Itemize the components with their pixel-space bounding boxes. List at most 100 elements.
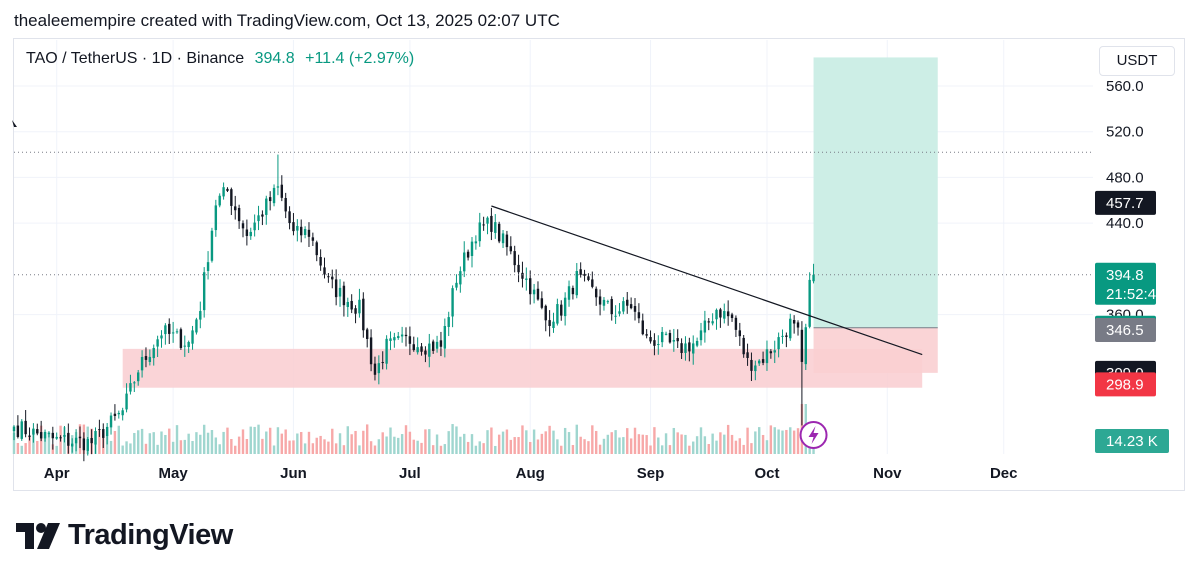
- candle-body: [424, 350, 427, 355]
- candle-body: [164, 325, 167, 335]
- volume-bar: [560, 445, 563, 454]
- candle-body: [331, 276, 334, 280]
- candle-body: [365, 329, 369, 340]
- volume-bar: [385, 436, 388, 454]
- volume-bar: [315, 437, 318, 454]
- candle-body: [71, 443, 74, 447]
- candle-body: [74, 437, 78, 444]
- candle-body: [28, 435, 31, 437]
- candle-body: [703, 320, 707, 333]
- candle-body: [319, 256, 322, 266]
- candle-body: [587, 276, 590, 280]
- candle-body: [699, 330, 703, 341]
- volume-bar: [672, 427, 676, 454]
- volume-bar: [280, 433, 284, 454]
- long-position-target-zone: [813, 57, 938, 328]
- price-tag-label: 298.9: [1106, 376, 1144, 393]
- volume-bar: [602, 438, 606, 454]
- volume-bar: [237, 436, 241, 454]
- candle-body: [148, 356, 152, 363]
- candle-body: [521, 272, 524, 279]
- candle-body: [478, 222, 481, 242]
- candle-body: [730, 314, 734, 319]
- candle-body: [800, 329, 804, 362]
- price-tick-label: 520.0: [1106, 124, 1144, 141]
- volume-bar: [463, 433, 466, 454]
- volume-bar: [754, 431, 757, 454]
- candle-body: [765, 349, 769, 364]
- volume-bar: [300, 432, 303, 454]
- price-tag-label: 346.5: [1106, 322, 1144, 339]
- candle-body: [579, 269, 582, 275]
- chart-legend: TAO / TetherUS · 1D · Binance 394.8 +11.…: [26, 50, 414, 68]
- candle-body: [125, 393, 128, 410]
- volume-bar: [715, 440, 718, 454]
- volume-bar: [660, 445, 664, 454]
- candle-body: [540, 298, 544, 308]
- volume-bar: [548, 425, 551, 454]
- candle-body: [265, 198, 268, 215]
- candle-body: [431, 341, 435, 351]
- volume-bar: [777, 429, 780, 454]
- candle-body: [354, 308, 357, 314]
- volume-bar: [424, 429, 427, 454]
- volume-bar: [789, 427, 792, 454]
- volume-bar: [408, 431, 412, 454]
- candle-body: [754, 365, 757, 372]
- volume-bar: [152, 432, 155, 454]
- symbol-label[interactable]: TAO / TetherUS · 1D · Binance: [26, 50, 245, 67]
- volume-bar: [98, 430, 101, 454]
- volume-bar: [579, 436, 582, 454]
- volume-bar: [404, 425, 408, 454]
- candle-body: [645, 334, 648, 336]
- chart-markers: [12, 120, 828, 449]
- candle-body: [24, 420, 27, 435]
- volume-bar: [292, 440, 295, 454]
- candle-body: [234, 206, 237, 211]
- currency-button[interactable]: USDT: [1099, 46, 1175, 76]
- candle-body: [629, 304, 633, 309]
- volume-bar: [249, 426, 252, 454]
- candle-body: [237, 207, 241, 222]
- volume-bar: [47, 431, 51, 454]
- volume-bar: [109, 440, 113, 454]
- candle-body: [552, 321, 555, 329]
- volume-bar: [459, 436, 462, 454]
- candle-body: [55, 436, 58, 439]
- candle-body: [183, 345, 186, 347]
- volume-bar: [214, 437, 218, 454]
- volume-bar: [230, 438, 233, 454]
- candle-body: [470, 241, 474, 257]
- volume-bar: [591, 425, 594, 454]
- candle-body: [761, 359, 765, 363]
- candle-body: [136, 372, 140, 382]
- time-axis: Apr May Jun Jul Aug Sep Oct Nov Dec: [44, 465, 1018, 482]
- volume-bar: [587, 441, 590, 454]
- volume-bar: [653, 427, 656, 454]
- candle-body: [804, 327, 807, 365]
- candle-body: [591, 279, 594, 287]
- tradingview-logo[interactable]: TradingView: [16, 519, 233, 552]
- candle-body: [525, 278, 528, 280]
- candle-body: [614, 315, 617, 317]
- candle-body: [311, 237, 315, 241]
- candle-body: [280, 184, 284, 198]
- candle-body: [517, 264, 520, 273]
- candle-body: [548, 320, 551, 326]
- candle-body: [86, 438, 89, 451]
- candle-body: [276, 186, 280, 188]
- candle-body: [420, 346, 423, 352]
- volume-bar: [234, 445, 237, 454]
- candle-body: [218, 195, 221, 206]
- candle-body: [726, 311, 730, 317]
- volume-bar: [28, 435, 31, 454]
- candle-body: [626, 299, 629, 306]
- volume-bar: [730, 434, 734, 454]
- candle-body: [12, 426, 16, 432]
- volume-bar: [521, 425, 524, 454]
- volume-bar: [474, 445, 478, 454]
- volume-bar: [160, 431, 163, 454]
- candle-body: [532, 289, 536, 295]
- volume-bar: [486, 430, 489, 454]
